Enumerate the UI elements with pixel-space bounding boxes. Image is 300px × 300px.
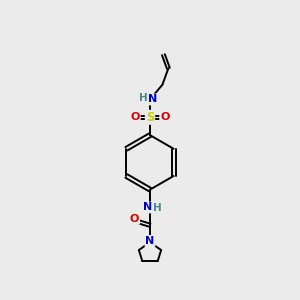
Text: S: S (146, 111, 154, 124)
Text: O: O (130, 214, 139, 224)
Text: N: N (146, 236, 154, 246)
Text: N: N (143, 202, 152, 212)
Text: H: H (153, 203, 161, 214)
Text: O: O (130, 112, 140, 122)
Text: H: H (139, 93, 147, 103)
Text: O: O (160, 112, 170, 122)
Text: N: N (148, 94, 157, 104)
